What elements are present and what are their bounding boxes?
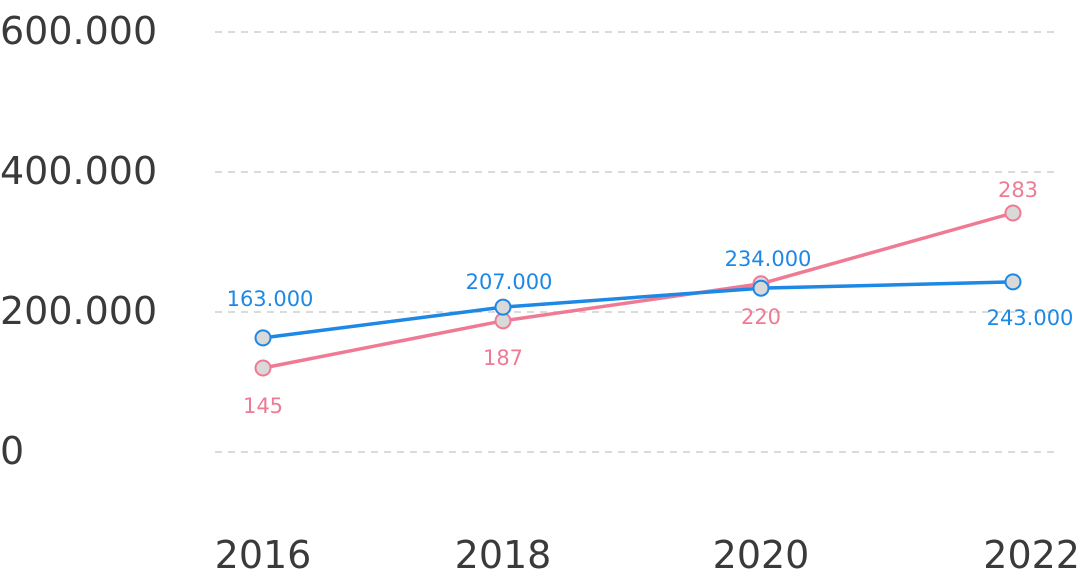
x-axis-tick-labels: 2016 2018 2020 2022	[215, 533, 1080, 577]
y-tick-label: 600.000	[0, 9, 157, 53]
data-point	[254, 329, 272, 347]
data-point	[254, 359, 272, 377]
y-axis-tick-labels: 0 200.000 400.000 600.000	[0, 9, 157, 473]
x-tick-label: 2022	[983, 533, 1080, 577]
x-tick-label: 2016	[215, 533, 312, 577]
series-2: 145 187 220 283	[243, 178, 1038, 418]
data-point	[1004, 273, 1022, 291]
series-1: 163.000 207.000 234.000 243.000	[227, 247, 1074, 347]
data-label: 145	[243, 394, 283, 418]
data-label: 283	[998, 178, 1038, 202]
y-tick-label: 0	[0, 429, 24, 473]
y-tick-label: 200.000	[0, 289, 157, 333]
data-label: 243.000	[987, 306, 1074, 330]
data-point	[494, 298, 512, 316]
x-tick-label: 2020	[713, 533, 810, 577]
data-label: 187	[483, 346, 523, 370]
series-line	[261, 280, 1015, 340]
series-line	[261, 211, 1015, 370]
data-point	[1004, 204, 1022, 222]
x-tick-label: 2018	[455, 533, 552, 577]
series-layer: 145 187 220 283 163.000 207.000 234.000 243.000	[227, 178, 1074, 418]
grid-lines	[215, 31, 1055, 453]
y-tick-label: 400.000	[0, 149, 157, 193]
data-point	[752, 279, 770, 297]
data-label: 220	[741, 305, 781, 329]
data-label: 234.000	[725, 247, 812, 271]
data-label: 163.000	[227, 287, 314, 311]
data-label: 207.000	[466, 270, 553, 294]
